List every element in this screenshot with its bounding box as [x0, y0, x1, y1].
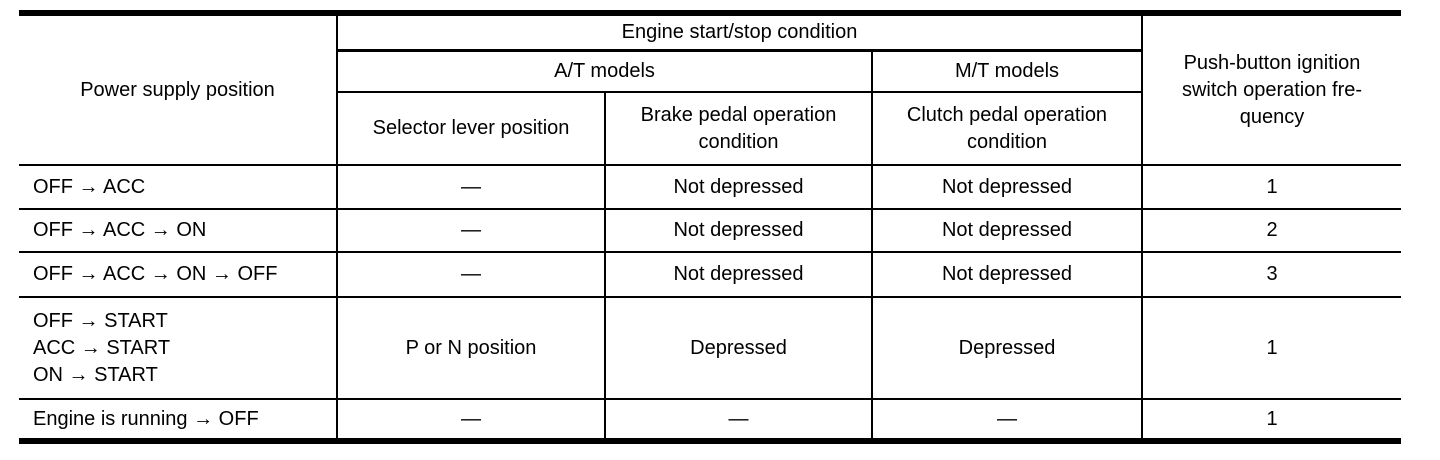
header-engine-start-stop-condition: Engine start/stop condition	[336, 12, 1143, 52]
cell-frequency: 1	[1141, 164, 1401, 210]
header-row-top: Power supply position Engine start/stop …	[19, 12, 1401, 166]
cell-clutch-pedal: Depressed	[871, 296, 1143, 400]
header-row-sub: Selector lever position Brake pedal oper…	[19, 91, 1401, 166]
cell-selector-lever: —	[336, 251, 606, 298]
header-mt-models: M/T models	[871, 49, 1143, 93]
cell-power-position: OFF → ACC	[19, 164, 338, 210]
header-selector-lever-position: Selector lever position	[336, 91, 606, 166]
cell-brake-pedal: Not depressed	[604, 251, 873, 298]
cell-brake-pedal: —	[604, 398, 873, 442]
cell-clutch-pedal: Not depressed	[871, 164, 1143, 210]
cell-power-position: OFF → START ACC → START ON → START	[19, 296, 338, 400]
cell-selector-lever: —	[336, 164, 606, 210]
power-supply-condition-table: Power supply position Engine start/stop …	[19, 10, 1401, 444]
header-power-supply-position: Power supply position	[19, 12, 338, 166]
cell-brake-pedal: Not depressed	[604, 208, 873, 253]
cell-clutch-pedal: Not depressed	[871, 208, 1143, 253]
header-push-button-frequency: Push-button ignition switch operation fr…	[1141, 12, 1401, 166]
table-row: OFF → START ACC → START ON → START P or …	[19, 296, 1401, 400]
header-row-models: A/T models M/T models	[19, 49, 1401, 93]
cell-power-position: Engine is running → OFF	[19, 398, 338, 442]
table-row: OFF → ACC → ON → OFF — Not depressed Not…	[19, 251, 1401, 298]
cell-frequency: 2	[1141, 208, 1401, 253]
header-clutch-pedal-condition: Clutch pedal operation condition	[871, 91, 1143, 166]
cell-power-position: OFF → ACC → ON	[19, 208, 338, 253]
cell-clutch-pedal: Not depressed	[871, 251, 1143, 298]
header-at-models: A/T models	[336, 49, 873, 93]
table-row: Engine is running → OFF — — — 1	[19, 398, 1401, 442]
cell-clutch-pedal: —	[871, 398, 1143, 442]
cell-frequency: 3	[1141, 251, 1401, 298]
cell-selector-lever: P or N position	[336, 296, 606, 400]
cell-power-position: OFF → ACC → ON → OFF	[19, 251, 338, 298]
cell-brake-pedal: Depressed	[604, 296, 873, 400]
cell-selector-lever: —	[336, 398, 606, 442]
header-brake-pedal-condition: Brake pedal operation condition	[604, 91, 873, 166]
table-row: OFF → ACC — Not depressed Not depressed …	[19, 164, 1401, 210]
cell-frequency: 1	[1141, 296, 1401, 400]
cell-frequency: 1	[1141, 398, 1401, 442]
cell-brake-pedal: Not depressed	[604, 164, 873, 210]
cell-selector-lever: —	[336, 208, 606, 253]
table-row: OFF → ACC → ON — Not depressed Not depre…	[19, 208, 1401, 253]
